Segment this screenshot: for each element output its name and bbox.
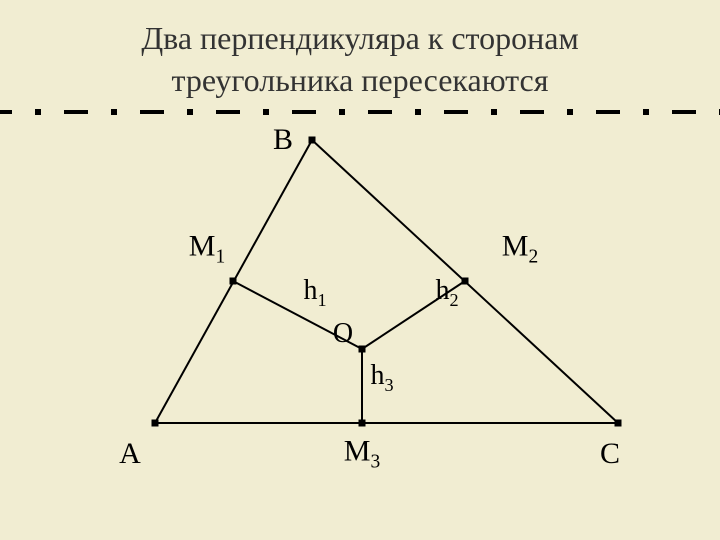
slide-title: Два перпендикуляра к сторонам треугольни… [0,0,720,101]
label-h3: h3 [370,360,393,396]
point-O [359,346,366,353]
point-C [615,420,622,427]
label-A: A [119,437,141,471]
label-M2: M2 [502,230,538,269]
label-h2: h2 [435,275,458,311]
label-M3: M3 [344,435,380,474]
label-O: O [333,318,353,350]
label-B: B [273,123,293,157]
label-h1: h1 [303,275,326,311]
point-M2 [462,278,469,285]
decorative-border [0,109,720,115]
point-M1 [230,278,237,285]
title-line-2: треугольника пересекаются [0,60,720,102]
point-B [309,137,316,144]
point-M3 [359,420,366,427]
label-C: C [600,437,620,471]
label-M1: M1 [189,230,225,269]
title-line-1: Два перпендикуляра к сторонам [0,18,720,60]
point-A [152,420,159,427]
geometry-diagram: A B C M1 M2 M3 Oh1 h2 h3 [100,116,620,496]
